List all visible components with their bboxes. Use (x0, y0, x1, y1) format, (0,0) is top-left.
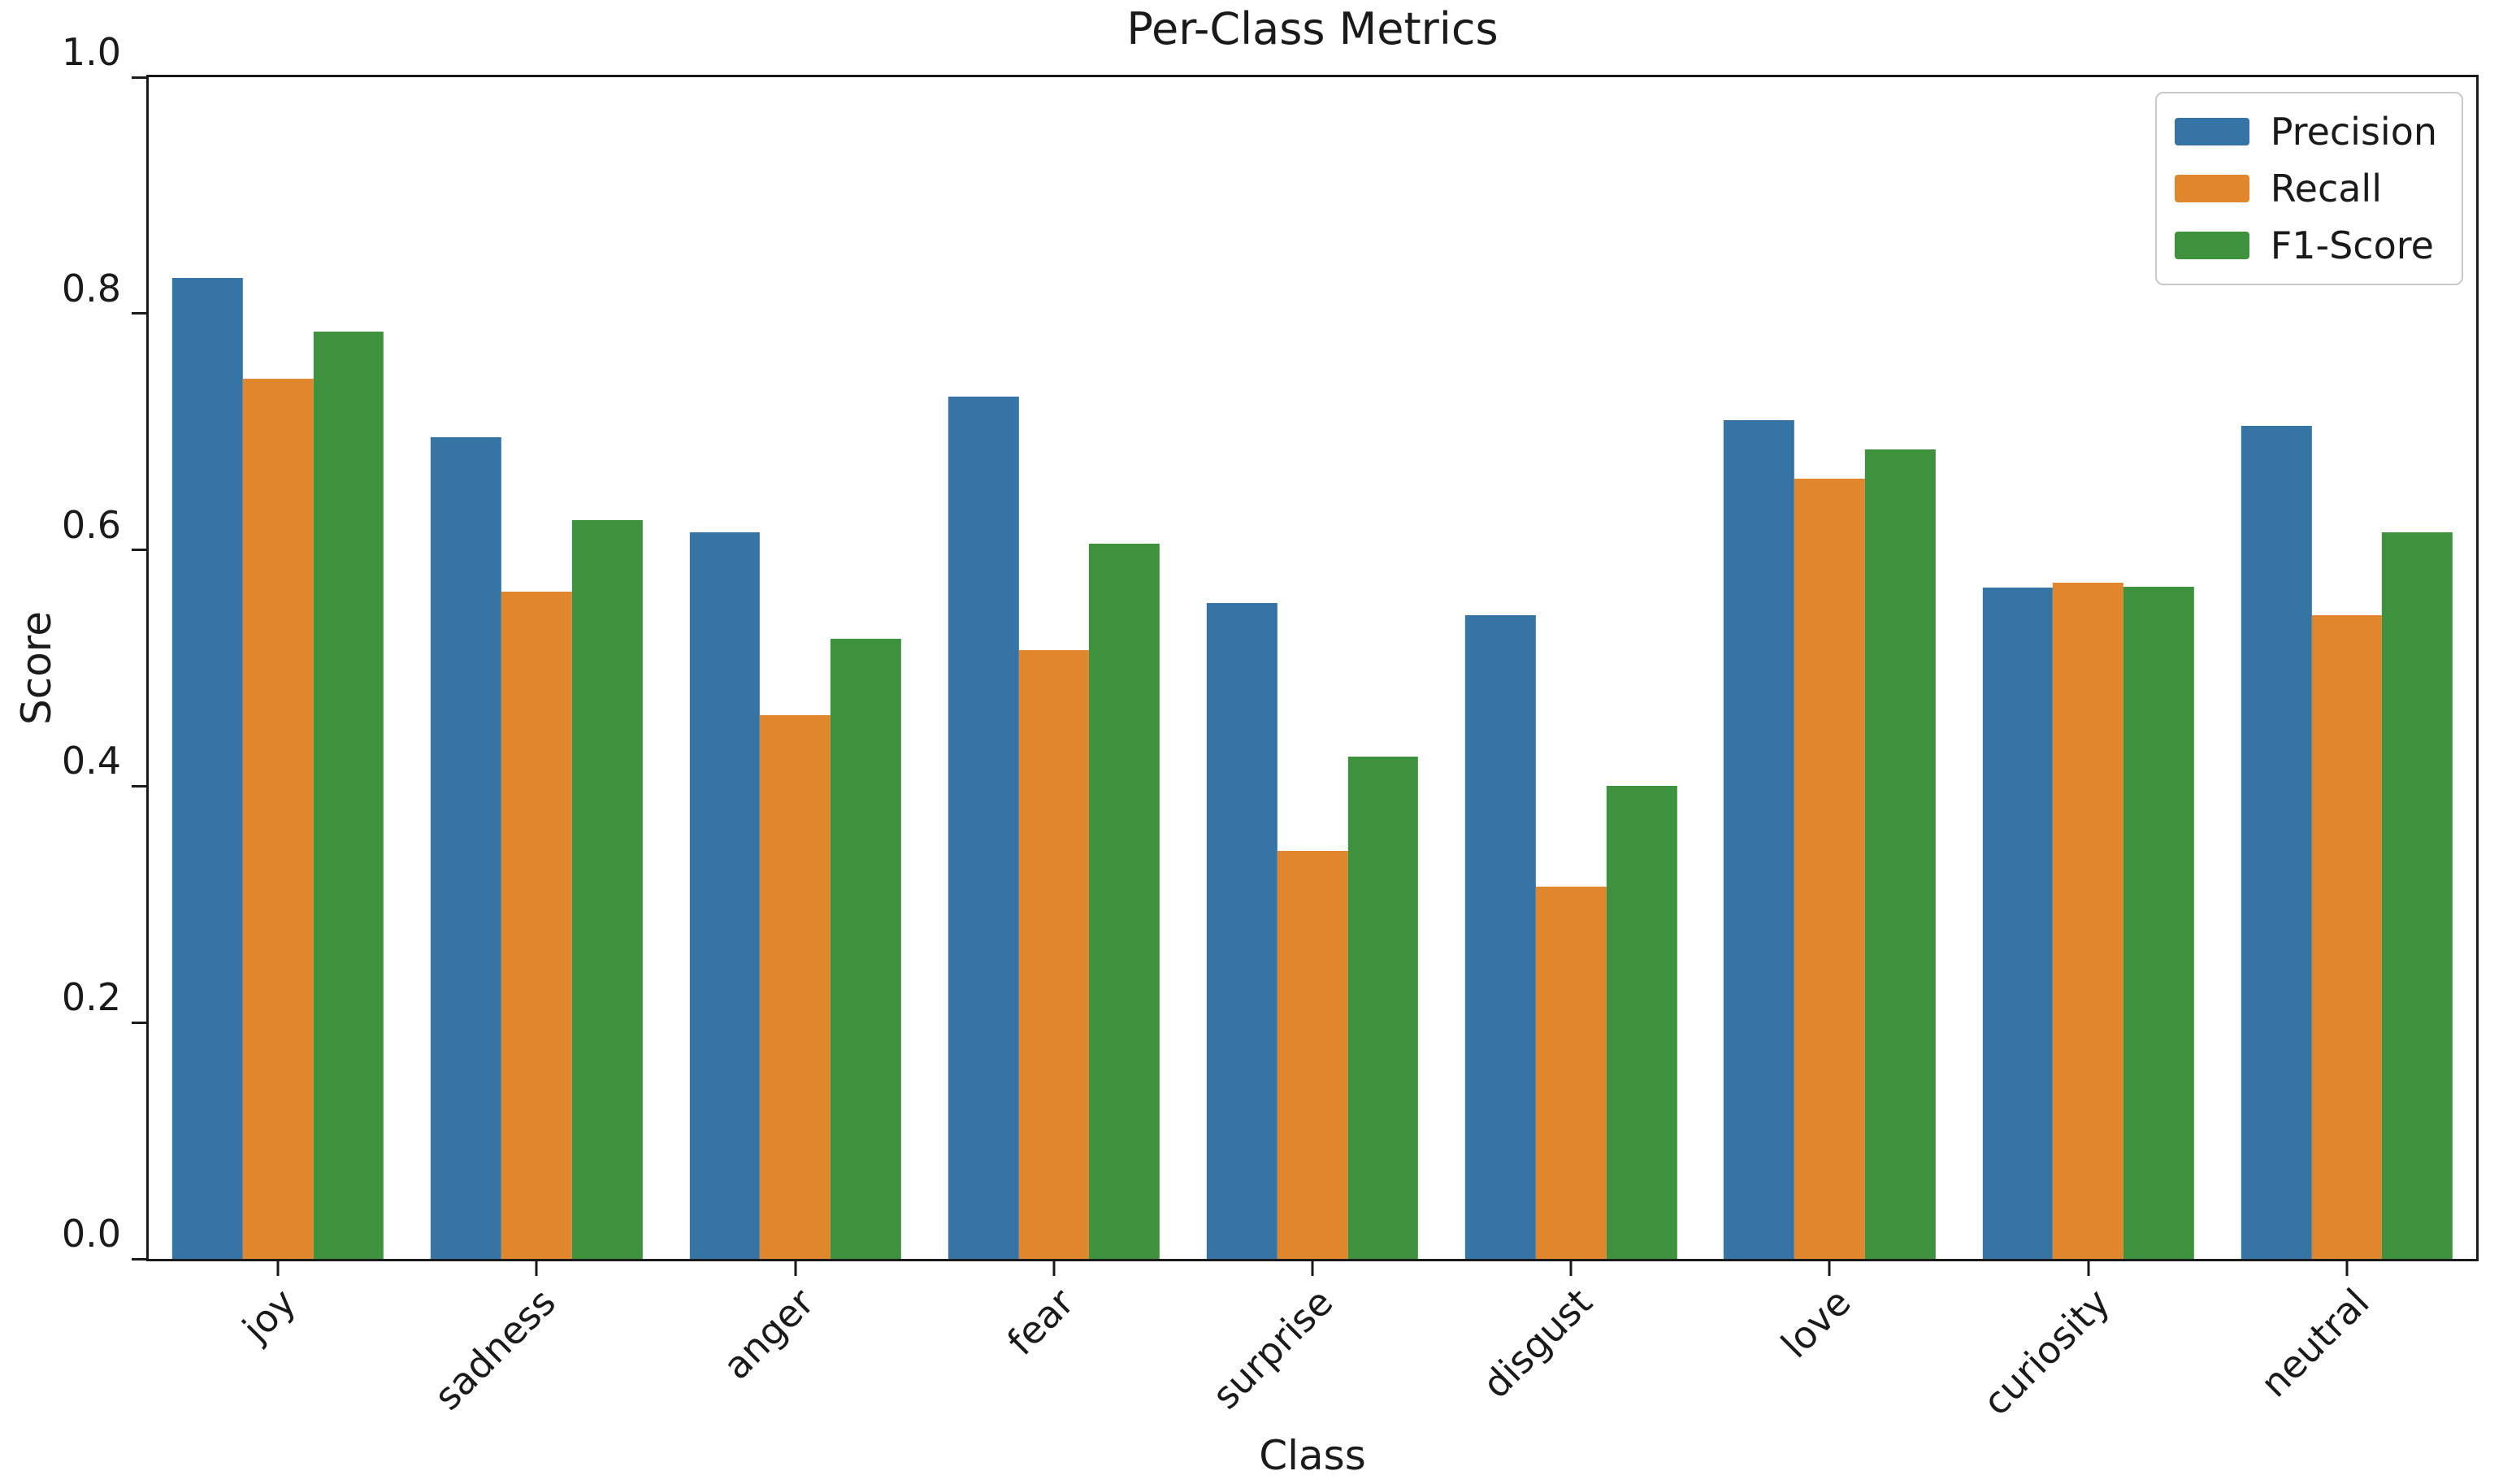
bar-precision-neutral (2241, 425, 2312, 1259)
bar-recall-fear (1018, 650, 1090, 1259)
bar-group-sadness (431, 77, 643, 1259)
bar-precision-disgust (1465, 614, 1536, 1259)
bar-f1-score-surprise (1347, 757, 1419, 1259)
y-tick-mark-0.2 (132, 1021, 146, 1024)
x-axis-label: Class (1259, 1432, 1366, 1479)
x-tick-label-wrap-sadness: sadness (381, 1280, 563, 1418)
bar-precision-anger (689, 532, 761, 1259)
x-tick-label-love: love (1772, 1280, 1859, 1367)
bar-f1-score-neutral (2382, 532, 2453, 1259)
x-tick-mark-surprise (1311, 1261, 1314, 1276)
x-tick-mark-anger (794, 1261, 797, 1276)
x-tick-label-wrap-fear: fear (977, 1280, 1082, 1364)
x-tick-label-disgust: disgust (1473, 1280, 1601, 1407)
bar-recall-surprise (1277, 851, 1348, 1259)
y-axis-label: Score (13, 610, 60, 726)
bar-group-curiosity (1982, 77, 2194, 1259)
bar-f1-score-fear (1089, 544, 1160, 1259)
x-tick-label-anger: anger (714, 1280, 823, 1388)
x-tick-mark-joy (276, 1261, 280, 1276)
bar-f1-score-joy (313, 331, 384, 1259)
x-tick-mark-neutral (2345, 1261, 2349, 1276)
bar-f1-score-love (1864, 449, 1936, 1259)
y-tick-label-0.4: 0.4 (61, 739, 121, 783)
x-tick-mark-fear (1052, 1261, 1056, 1276)
bar-f1-score-anger (830, 638, 901, 1259)
legend-swatch-precision (2174, 118, 2249, 145)
x-tick-label-wrap-surprise: surprise (1160, 1280, 1341, 1417)
legend-entry-precision: Precision (2174, 110, 2437, 154)
y-tick-label-1.0: 1.0 (61, 30, 121, 74)
x-tick-label-surprise: surprise (1204, 1280, 1342, 1418)
bar-f1-score-sadness (571, 520, 643, 1259)
bar-recall-sadness (501, 591, 572, 1259)
x-tick-label-wrap-curiosity: curiosity (1928, 1280, 2119, 1424)
bar-recall-anger (760, 715, 831, 1259)
x-tick-label-wrap-disgust: disgust (1434, 1280, 1600, 1407)
y-tick-label-0.0: 0.0 (61, 1212, 121, 1256)
bar-precision-love (1724, 419, 1795, 1259)
bar-recall-disgust (1535, 887, 1607, 1259)
bar-f1-score-disgust (1606, 786, 1677, 1259)
bar-recall-love (1794, 479, 1865, 1259)
bar-group-joy (171, 77, 384, 1259)
chart-title: Per-Class Metrics (1126, 3, 1499, 54)
x-tick-label-sadness: sadness (425, 1280, 564, 1419)
bar-group-fear (948, 77, 1160, 1259)
y-tick-mark-0.6 (132, 549, 146, 552)
y-tick-mark-0.8 (132, 312, 146, 315)
x-tick-mark-love (1828, 1261, 1831, 1276)
x-tick-label-wrap-neutral: neutral (2213, 1280, 2378, 1406)
legend: Precision Recall F1-Score (2154, 92, 2463, 285)
y-tick-label-0.2: 0.2 (61, 975, 121, 1020)
x-tick-label-wrap-joy: joy (218, 1280, 304, 1350)
y-tick-mark-0.4 (132, 784, 146, 788)
bar-precision-sadness (431, 437, 501, 1259)
legend-swatch-f1-score (2174, 232, 2249, 259)
plot-area: 0.0 0.2 0.4 0.6 0.8 1.0 joy sadness anger fear su… (62, 30, 2479, 1424)
x-tick-label-wrap-love: love (1750, 1280, 1859, 1366)
legend-swatch-recall (2174, 175, 2249, 202)
bar-precision-curiosity (1982, 588, 2054, 1259)
bar-group-disgust (1465, 77, 1677, 1259)
bar-group-neutral (2241, 77, 2453, 1259)
x-tick-label-fear: fear (998, 1280, 1082, 1364)
bar-precision-surprise (1206, 603, 1278, 1259)
y-tick-mark-0.0 (132, 1257, 146, 1261)
legend-entry-f1-score: F1-Score (2174, 223, 2437, 267)
bar-recall-neutral (2311, 614, 2383, 1259)
bar-group-anger (689, 77, 901, 1259)
y-tick-label-0.8: 0.8 (61, 266, 121, 310)
legend-label-f1-score: F1-Score (2270, 223, 2434, 267)
bar-group-love (1724, 77, 1936, 1259)
bar-f1-score-curiosity (2123, 586, 2194, 1259)
x-tick-label-curiosity: curiosity (1974, 1280, 2119, 1424)
x-tick-mark-disgust (1569, 1261, 1573, 1276)
bar-recall-joy (242, 378, 314, 1259)
x-tick-mark-sadness (535, 1261, 538, 1276)
x-tick-label-wrap-anger: anger (683, 1280, 823, 1388)
x-tick-label-joy: joy (234, 1280, 305, 1351)
legend-entry-recall: Recall (2174, 167, 2437, 210)
x-tick-mark-curiosity (2087, 1261, 2090, 1276)
bar-precision-fear (948, 396, 1019, 1259)
legend-label-recall: Recall (2270, 167, 2382, 210)
bar-recall-curiosity (2053, 583, 2124, 1259)
y-tick-label-0.6: 0.6 (61, 502, 121, 547)
bar-precision-joy (171, 278, 243, 1259)
legend-label-precision: Precision (2270, 110, 2437, 154)
y-tick-mark-1.0 (132, 76, 146, 79)
bar-group-surprise (1206, 77, 1419, 1259)
x-tick-label-neutral: neutral (2252, 1280, 2378, 1406)
